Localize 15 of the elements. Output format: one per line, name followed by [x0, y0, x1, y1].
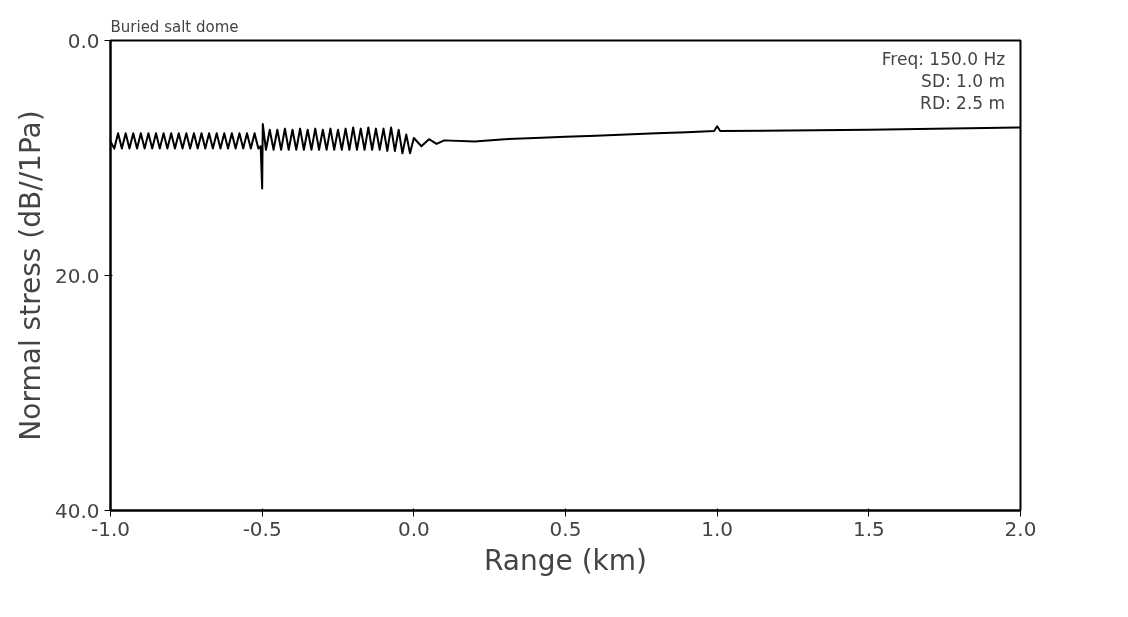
x-tick-label: 0.5: [549, 516, 582, 541]
annotation: RD: 2.5 m: [920, 92, 1006, 113]
x-tick-label: 1.5: [852, 516, 885, 541]
chart-title: Buried salt dome: [110, 17, 239, 36]
x-tick-label: 2.0: [1004, 516, 1037, 541]
x-tick-label: 1.0: [701, 516, 734, 541]
annotation: Freq: 150.0 Hz: [881, 48, 1006, 69]
annotation: SD: 1.0 m: [921, 70, 1006, 91]
x-axis-title: Range (km): [484, 543, 647, 577]
y-tick-label: 40.0: [54, 498, 100, 523]
y-axis-title: Normal stress (dB//1Pa): [13, 110, 47, 441]
x-tick-label: -0.5: [242, 516, 282, 541]
x-tick-label: 0.0: [397, 516, 430, 541]
y-tick-label: 20.0: [54, 263, 100, 288]
y-tick-label: 0.0: [67, 28, 100, 53]
